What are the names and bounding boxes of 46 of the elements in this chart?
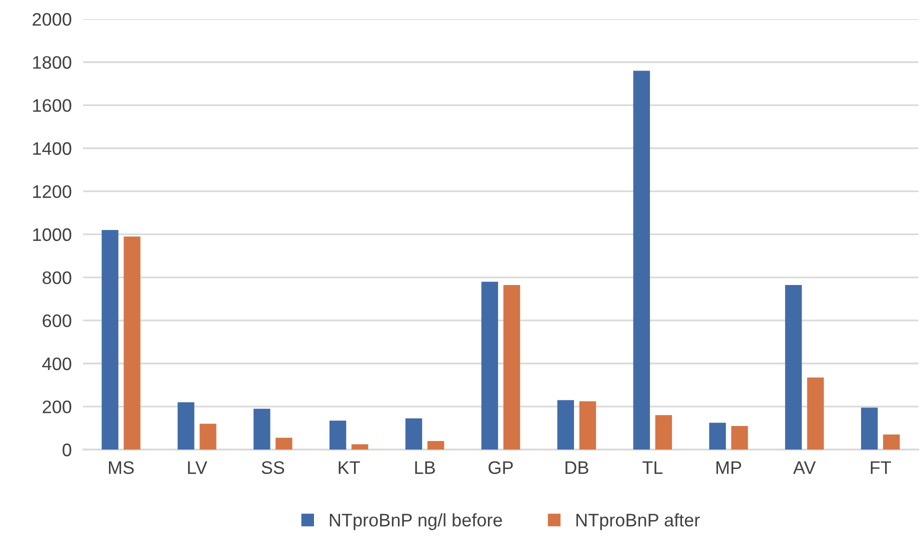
- x-tick-label: MS: [108, 461, 134, 474]
- bar: [481, 282, 498, 450]
- bar: [124, 236, 140, 450]
- y-tick-label: 1000: [33, 228, 72, 242]
- bar: [405, 418, 422, 450]
- bar: [254, 408, 270, 450]
- bar: [102, 230, 118, 450]
- bar: [807, 378, 824, 450]
- x-tick-label: SS: [262, 461, 284, 474]
- bar: [329, 420, 346, 450]
- y-tick-label: 1600: [33, 99, 72, 112]
- bar: [178, 402, 194, 450]
- x-tick-label: AV: [793, 461, 816, 474]
- bar: [785, 284, 802, 450]
- bar: [861, 408, 878, 450]
- y-tick-label: 200: [42, 400, 72, 414]
- bar: [655, 415, 672, 450]
- bar: [427, 441, 444, 450]
- legend-label: NTproBnP ng/l before: [330, 513, 502, 530]
- x-tick-label: KT: [338, 461, 360, 474]
- bar: [883, 434, 900, 450]
- y-tick-label: 800: [42, 271, 72, 284]
- y-tick-label: 1400: [33, 142, 72, 155]
- x-tick-label: MP: [716, 461, 742, 474]
- bar: [633, 70, 650, 450]
- y-tick-label: 600: [42, 314, 72, 328]
- x-tick-label: LB: [415, 461, 435, 474]
- x-tick-label: GP: [488, 461, 513, 474]
- bar: [200, 424, 216, 450]
- y-tick-label: 1800: [33, 56, 72, 69]
- y-tick-label: 400: [42, 357, 72, 370]
- x-tick-label: TL: [642, 461, 663, 474]
- bar: [352, 444, 368, 450]
- y-tick-label: 1200: [33, 185, 72, 198]
- bar: [579, 401, 596, 450]
- bar: [731, 426, 748, 450]
- x-tick-label: FT: [870, 461, 892, 474]
- bar: [557, 400, 574, 450]
- legend-label: NTproBnP after: [576, 513, 700, 530]
- bar: [503, 284, 520, 450]
- bar: [709, 422, 726, 450]
- x-tick-label: LV: [188, 461, 208, 474]
- y-tick-label: 0: [62, 444, 72, 456]
- bar: [276, 438, 292, 450]
- y-tick-label: 2000: [32, 13, 72, 26]
- x-tick-label: DB: [566, 461, 588, 474]
